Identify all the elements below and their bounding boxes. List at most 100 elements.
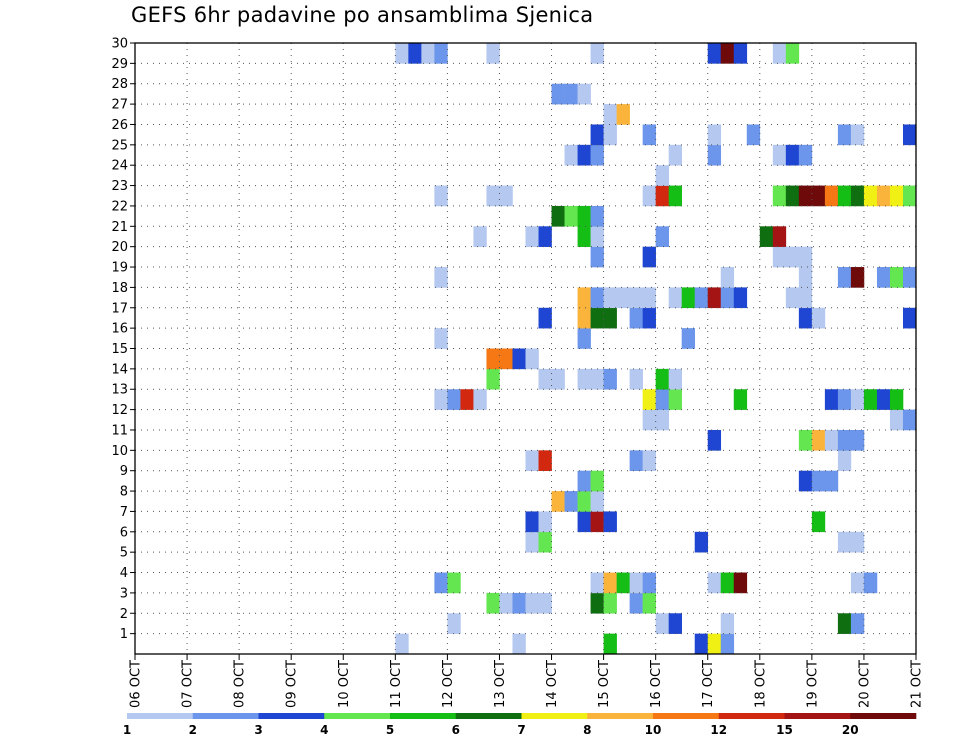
heatmap-cell (512, 633, 526, 655)
heatmap-cell (577, 328, 591, 349)
y-tick-label: 21 (111, 220, 128, 235)
x-tick-label: 20 OCT (857, 660, 872, 708)
y-tick-label: 1 (120, 627, 128, 642)
y-tick-label: 19 (111, 261, 128, 276)
heatmap-cell (655, 389, 669, 410)
heatmap-cell (603, 572, 617, 594)
heatmap-cell (590, 226, 604, 247)
heatmap-cell (590, 470, 604, 492)
y-tick-label: 14 (111, 362, 128, 377)
heatmap-cell (746, 124, 761, 146)
heatmap-cell (538, 368, 552, 390)
heatmap-cell (577, 205, 591, 227)
heatmap-cell (564, 205, 578, 227)
heatmap-cell (798, 246, 813, 268)
heatmap-cell (629, 368, 643, 390)
heatmap-cell (551, 491, 565, 512)
legend-label: 5 (386, 723, 394, 737)
heatmap-cell (538, 226, 552, 247)
heatmap-cell (538, 307, 552, 329)
y-tick-label: 11 (111, 423, 128, 438)
legend-label: 4 (320, 723, 328, 737)
heatmap-cell (655, 185, 669, 207)
heatmap-cell (525, 450, 539, 471)
heatmap-cell (889, 409, 904, 431)
y-tick-label: 23 (111, 179, 128, 194)
legend-swatch (192, 713, 259, 719)
heatmap-cell (837, 531, 852, 553)
heatmap-cell (590, 205, 604, 227)
heatmap-cell (629, 450, 643, 471)
heatmap-cell (538, 531, 552, 553)
heatmap-cell (590, 307, 604, 329)
heatmap-cell (707, 287, 722, 309)
heatmap-cell (434, 43, 448, 64)
heatmap-cell (590, 592, 604, 614)
chart-title: GEFS 6hr padavine po ansamblima Sjenica (131, 3, 594, 27)
heatmap-cell (772, 43, 787, 64)
heatmap-cell (525, 348, 539, 370)
heatmap-cell (642, 450, 656, 471)
heatmap-cell (486, 348, 500, 370)
heatmap-cell (590, 368, 604, 390)
heatmap-cell (395, 633, 409, 655)
x-tick-label: 21 OCT (910, 660, 925, 708)
heatmap-cell (590, 491, 604, 512)
y-tick-label: 28 (111, 77, 128, 92)
heatmap-cell (603, 287, 617, 309)
x-tick-label: 09 OCT (285, 660, 300, 708)
y-tick-label: 2 (120, 607, 128, 622)
y-tick-label: 8 (120, 485, 128, 500)
heatmap-cell (564, 83, 578, 105)
heatmap-cell (486, 368, 500, 390)
heatmap-cell (564, 144, 578, 166)
heatmap-cell (707, 144, 722, 166)
heatmap-cell (655, 165, 669, 186)
heatmap-cell (772, 144, 787, 166)
heatmap-cell (798, 429, 813, 451)
heatmap-cell (642, 389, 656, 410)
heatmap-cell (837, 267, 852, 288)
heatmap-cell (551, 83, 565, 105)
heatmap-cell (681, 287, 696, 309)
heatmap-cell (525, 531, 539, 553)
x-tick-label: 17 OCT (701, 660, 716, 708)
heatmap-cell (668, 287, 682, 309)
y-tick-label: 25 (111, 138, 128, 153)
legend-label: 8 (583, 723, 591, 737)
x-tick-label: 07 OCT (181, 660, 196, 708)
x-tick-label: 08 OCT (233, 660, 248, 708)
heatmap-cell (902, 267, 917, 288)
heatmap-cell (486, 43, 500, 64)
heatmap-cell (668, 368, 682, 390)
heatmap-cell (616, 287, 630, 309)
x-axis: 06 OCT 07 OCT 08 OCT 09 OCT 10 OCT 11 OCT 12 O… (129, 654, 925, 708)
heatmap-cell (811, 185, 826, 207)
heatmap-cell (668, 613, 682, 634)
legend-label: 20 (842, 723, 859, 737)
heatmap-cell (811, 429, 826, 451)
grid-lines (135, 42, 916, 654)
heatmap-cell (785, 246, 800, 268)
heatmap-cell (850, 572, 865, 594)
heatmap-cell (642, 124, 656, 146)
heatmap-cell (512, 592, 526, 614)
heatmap-cell (499, 185, 513, 207)
heatmap-cell (889, 389, 904, 410)
heatmap-cell (629, 572, 643, 594)
heatmap-cell (811, 511, 826, 533)
heatmap-cell (434, 267, 448, 288)
legend-label: 12 (710, 723, 727, 737)
heatmap-cell (850, 429, 865, 451)
heatmap-cell (863, 185, 878, 207)
y-tick-label: 18 (111, 281, 128, 296)
heatmap-cell (577, 307, 591, 329)
heatmap-cell (668, 389, 682, 410)
heatmap-cell (642, 185, 656, 207)
y-tick-label: 5 (120, 546, 128, 561)
y-tick-label: 15 (111, 342, 128, 357)
color-legend: 1 2 3 4 5 6 7 8 10 12 15 20 (123, 713, 917, 737)
heatmap-cell (720, 572, 735, 594)
heatmap-cell (772, 226, 787, 247)
